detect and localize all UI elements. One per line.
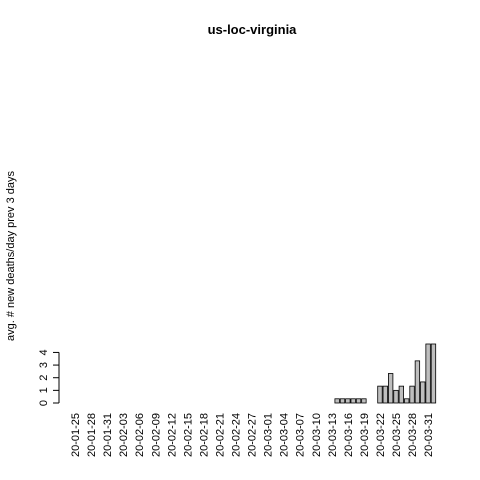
bar: [334, 398, 340, 404]
bar: [361, 398, 367, 404]
x-tick-label: 20-02-06: [134, 413, 146, 457]
bar: [420, 381, 426, 404]
bar: [393, 389, 399, 404]
x-tick-label: 20-02-03: [118, 413, 130, 457]
bar: [409, 385, 415, 404]
x-tick-label: 20-02-27: [247, 413, 259, 457]
x-tick-label: 20-03-31: [423, 413, 435, 457]
bar: [404, 398, 410, 404]
bar: [339, 398, 346, 404]
y-tick-label: 0: [38, 400, 50, 406]
bar: [377, 385, 383, 404]
chart-title: us-loc-virginia: [208, 22, 298, 37]
bar: [382, 385, 388, 404]
y-axis-label: avg. # new deaths/day prev 3 days: [5, 171, 17, 341]
bar: [355, 398, 362, 404]
x-tick-label: 20-01-31: [102, 413, 114, 457]
x-tick-label: 20-03-28: [407, 413, 419, 457]
y-tick-label: 2: [38, 375, 50, 381]
bar: [345, 398, 351, 404]
bar: [414, 360, 421, 404]
bar: [430, 343, 437, 404]
y-tick-label: 4: [38, 349, 50, 355]
bar: [350, 398, 356, 404]
x-tick-label: 20-03-10: [311, 413, 323, 457]
x-tick-label: 20-02-09: [150, 413, 162, 457]
x-tick-label: 20-03-19: [359, 413, 371, 457]
x-tick-label: 20-03-25: [391, 413, 403, 457]
y-tick-label: 3: [38, 362, 50, 368]
x-tick-label: 20-03-07: [295, 413, 307, 457]
x-tick-label: 20-01-28: [86, 413, 98, 457]
x-tick-label: 20-03-22: [375, 413, 387, 457]
x-tick-label: 20-01-25: [70, 413, 82, 457]
x-tick-label: 20-02-24: [231, 413, 243, 457]
bar: [388, 373, 394, 404]
bar: [398, 385, 404, 404]
x-tick-label: 20-02-18: [198, 413, 210, 457]
x-tick-label: 20-03-16: [343, 413, 355, 457]
bar: [425, 343, 431, 404]
x-tick-label: 20-02-15: [182, 413, 194, 457]
x-tick-label: 20-03-01: [263, 413, 275, 457]
y-tick-label: 1: [38, 387, 50, 393]
x-tick-label: 20-03-04: [279, 413, 291, 457]
x-tick-label: 20-03-13: [327, 413, 339, 457]
x-tick-label: 20-02-21: [214, 413, 226, 457]
x-tick-label: 20-02-12: [166, 413, 178, 457]
